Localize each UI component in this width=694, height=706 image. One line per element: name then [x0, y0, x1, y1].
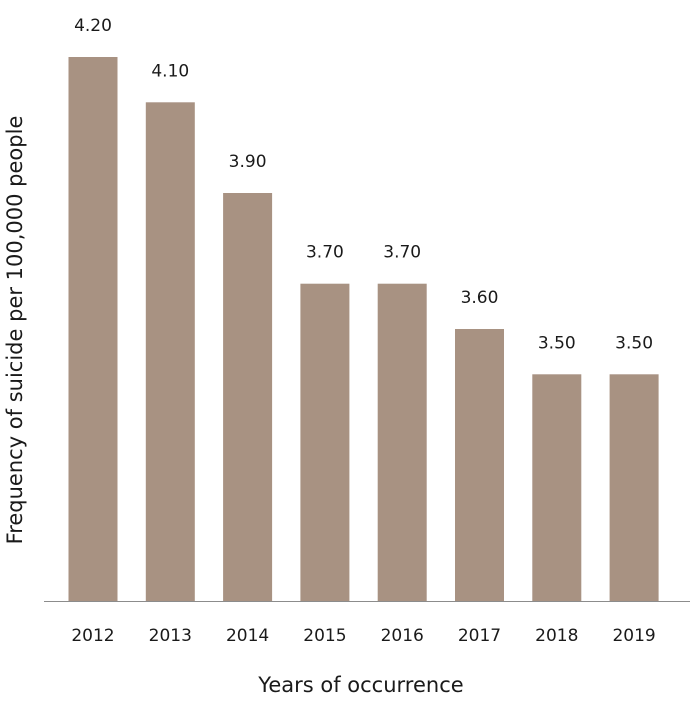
x-tick-label-2019: 2019 — [612, 626, 655, 646]
x-tick-label-2017: 2017 — [458, 626, 501, 646]
data-label-2017: 3.60 — [461, 288, 499, 308]
data-label-2013: 4.10 — [151, 61, 189, 81]
x-tick-labels-group: 2012 2013 2014 2015 2016 2017 2018 2019 — [71, 626, 655, 646]
data-label-2018: 3.50 — [538, 333, 576, 353]
y-axis-title: Frequency of suicide per 100,000 people — [3, 116, 27, 545]
bars-group — [68, 57, 659, 602]
bar-2016 — [377, 283, 427, 601]
data-label-2016: 3.70 — [383, 243, 421, 263]
x-tick-label-2018: 2018 — [535, 626, 578, 646]
x-tick-label-2015: 2015 — [303, 626, 346, 646]
bar-2013 — [145, 102, 195, 602]
data-label-2012: 4.20 — [74, 16, 112, 36]
bar-2018 — [532, 374, 582, 601]
data-label-2019: 3.50 — [615, 333, 653, 353]
bar-2019 — [609, 374, 659, 601]
x-tick-label-2014: 2014 — [226, 626, 269, 646]
x-tick-label-2013: 2013 — [149, 626, 192, 646]
data-labels-group: 4.20 4.10 3.90 3.70 3.70 3.60 3.50 3.50 — [74, 16, 653, 353]
data-label-2015: 3.70 — [306, 243, 344, 263]
bar-2014 — [223, 193, 273, 601]
data-label-2014: 3.90 — [229, 152, 267, 172]
x-axis-title: Years of occurrence — [257, 673, 463, 697]
x-tick-label-2016: 2016 — [381, 626, 424, 646]
bar-2015 — [300, 283, 350, 601]
bar-2012 — [68, 57, 118, 601]
x-tick-label-2012: 2012 — [71, 626, 114, 646]
bar-2017 — [455, 329, 504, 601]
